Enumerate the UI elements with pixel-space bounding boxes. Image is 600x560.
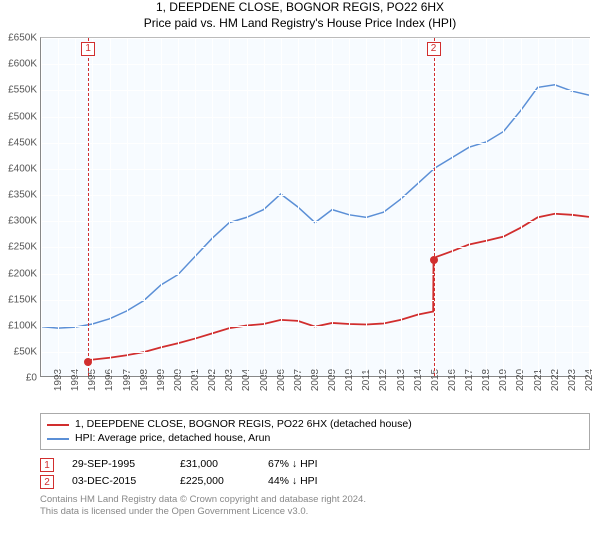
sale-point — [430, 256, 438, 264]
y-axis-label: £650K — [8, 33, 37, 44]
sale-pct-vs-hpi: 67% ↓ HPI — [268, 456, 318, 473]
legend-item-hpi: HPI: Average price, detached house, Arun — [47, 432, 583, 446]
y-axis-label: £450K — [8, 137, 37, 148]
sale-row: 2 03-DEC-2015 £225,000 44% ↓ HPI — [40, 473, 590, 490]
legend-swatch — [47, 424, 69, 426]
y-axis-label: £100K — [8, 320, 37, 331]
legend-box: 1, DEEPDENE CLOSE, BOGNOR REGIS, PO22 6H… — [40, 413, 590, 450]
sale-marker: 1 — [40, 458, 54, 472]
legend-label: 1, DEEPDENE CLOSE, BOGNOR REGIS, PO22 6H… — [75, 418, 412, 432]
y-axis-label: £150K — [8, 294, 37, 305]
chart-container: 1, DEEPDENE CLOSE, BOGNOR REGIS, PO22 6H… — [0, 0, 600, 518]
y-axis-label: £250K — [8, 242, 37, 253]
sales-table: 1 29-SEP-1995 £31,000 67% ↓ HPI 2 03-DEC-2015… — [40, 456, 590, 490]
title-address: 1, DEEPDENE CLOSE, BOGNOR REGIS, PO22 6H… — [0, 0, 600, 16]
sale-marker: 2 — [40, 475, 54, 489]
series-price_paid — [88, 214, 589, 360]
chart-titles: 1, DEEPDENE CLOSE, BOGNOR REGIS, PO22 6H… — [0, 0, 600, 31]
y-axis-label: £300K — [8, 216, 37, 227]
sale-date: 29-SEP-1995 — [72, 456, 162, 473]
y-axis-label: £400K — [8, 163, 37, 174]
x-axis-label: 2025 — [589, 369, 600, 391]
sale-price: £225,000 — [180, 473, 250, 490]
event-line — [434, 38, 435, 376]
sale-pct-vs-hpi: 44% ↓ HPI — [268, 473, 318, 490]
event-marker: 2 — [427, 42, 441, 56]
event-marker: 1 — [81, 42, 95, 56]
y-axis-label: £550K — [8, 85, 37, 96]
plot-wrap: £0£50K£100K£150K£200K£250K£300K£350K£400… — [40, 37, 590, 377]
y-axis-label: £200K — [8, 268, 37, 279]
y-axis-label: £600K — [8, 59, 37, 70]
legend-swatch — [47, 438, 69, 440]
footer-line: This data is licensed under the Open Gov… — [40, 506, 590, 518]
plot-area: £0£50K£100K£150K£200K£250K£300K£350K£400… — [40, 37, 590, 377]
sale-date: 03-DEC-2015 — [72, 473, 162, 490]
footer-line: Contains HM Land Registry data © Crown c… — [40, 494, 590, 506]
y-axis-label: £0 — [26, 373, 37, 384]
sale-point — [84, 358, 92, 366]
footer-attribution: Contains HM Land Registry data © Crown c… — [40, 494, 590, 518]
y-axis-label: £50K — [14, 347, 37, 358]
legend-item-price-paid: 1, DEEPDENE CLOSE, BOGNOR REGIS, PO22 6H… — [47, 418, 583, 432]
event-line — [88, 38, 89, 376]
y-axis-label: £350K — [8, 190, 37, 201]
legend-label: HPI: Average price, detached house, Arun — [75, 432, 270, 446]
y-axis-label: £500K — [8, 111, 37, 122]
sale-row: 1 29-SEP-1995 £31,000 67% ↓ HPI — [40, 456, 590, 473]
title-subtitle: Price paid vs. HM Land Registry's House … — [0, 16, 600, 32]
sale-price: £31,000 — [180, 456, 250, 473]
